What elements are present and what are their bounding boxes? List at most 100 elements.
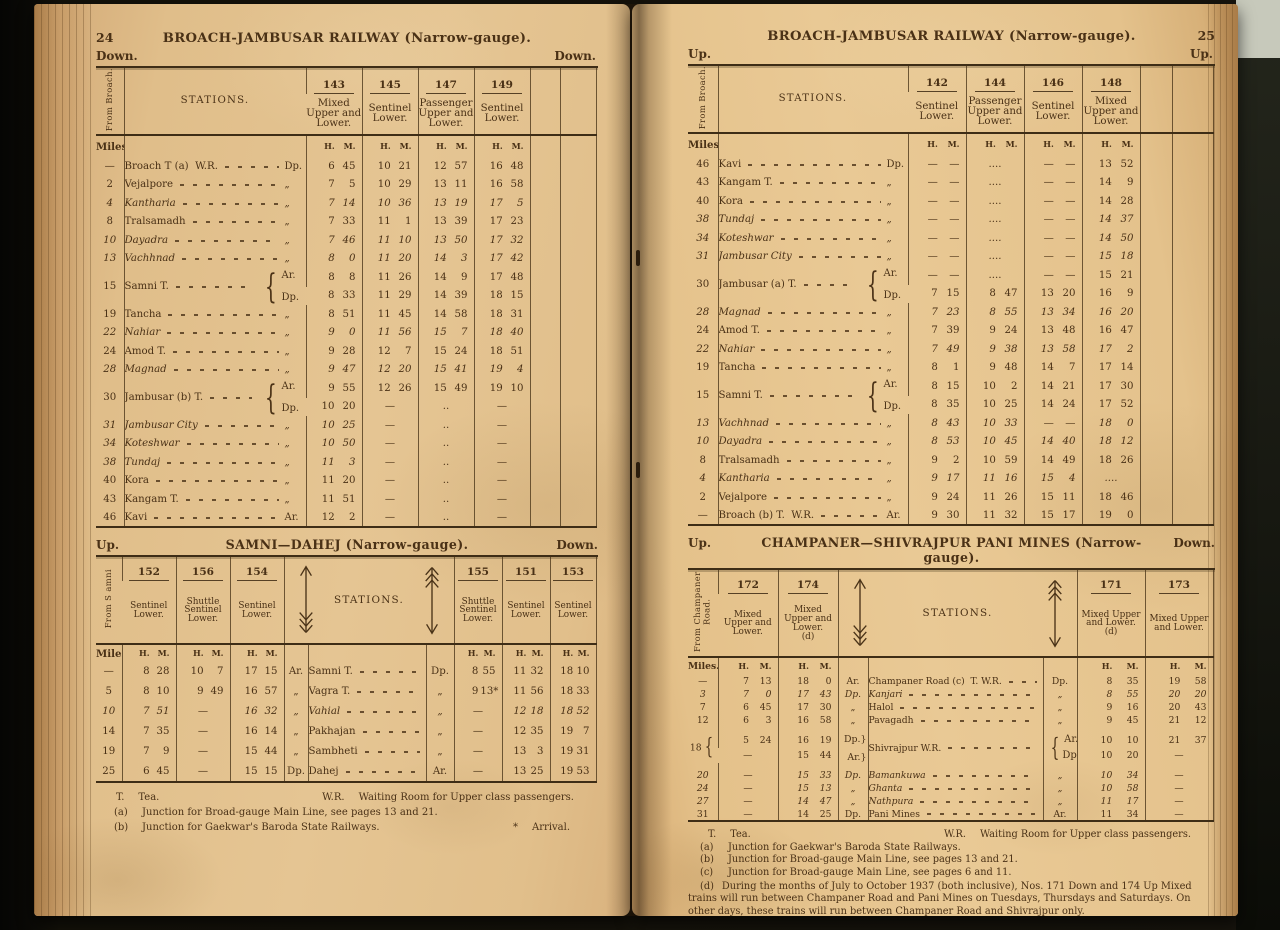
time-cell: 9 47	[305, 360, 362, 380]
time-cell: —	[361, 508, 418, 528]
time-cell: —	[1144, 769, 1213, 783]
station-cell: Kanjari	[867, 688, 1043, 702]
dot-leader	[364, 751, 420, 754]
station-cell: Tralsamadh „	[123, 212, 306, 232]
station-cell: Amod T. „	[123, 342, 306, 361]
station-name: Kora	[124, 475, 149, 487]
time-cell: H. M.	[361, 135, 418, 158]
station-name: Kangam T.	[718, 177, 773, 189]
station-name: Pakhajan	[308, 726, 356, 738]
stop-label: „	[284, 197, 290, 209]
stop-label: „	[886, 195, 892, 207]
time-cell: ..	[417, 508, 474, 528]
stop-label: „	[284, 308, 290, 320]
table-row: 46 Kavi Ar. 12 2—.. —	[96, 508, 596, 528]
service-type: Mixed Upper and Lower.	[1081, 92, 1140, 135]
time-cell: 12 20	[361, 360, 418, 380]
stop-label: „	[1042, 795, 1077, 809]
table-row: 8 Tralsamadh „ 7 33 11 1 13 39 17 23	[96, 212, 596, 232]
station-name: Kantharia	[718, 473, 770, 485]
station-cell: Vejalpore „	[123, 175, 306, 195]
time-cell: 14 9	[417, 268, 474, 287]
table-row: 15 Samni T. {Ar. Dp. 8 15 10 2 14 21 17 30	[688, 377, 1213, 415]
time-cell: — —	[907, 266, 966, 285]
time-cell: 15 4	[1023, 469, 1082, 489]
table-row: 13 Vachhnad „ 8 43 10 33— —18 0	[688, 414, 1213, 433]
table-row: —15 44 10 20—	[688, 748, 1213, 764]
stop-label: „	[886, 306, 892, 318]
time-cell: 9 16	[1076, 701, 1145, 715]
station-name: Tralsamadh	[124, 216, 186, 228]
time-cell: 14 58	[417, 305, 474, 324]
miles-cell: 40	[103, 475, 117, 487]
time-cell: —	[473, 453, 530, 472]
time-cell: H. M.	[305, 135, 362, 158]
table-row: 28 Magnad „ 9 47 12 20 15 41 19 4	[96, 360, 596, 380]
train-number: 145	[361, 68, 418, 94]
time-cell: —	[175, 762, 230, 783]
station-name: Jambusar City	[124, 419, 198, 431]
station-cell: Kantharia „	[717, 469, 908, 489]
from-label: From Broach.	[96, 68, 124, 137]
service-type: Mixed Upper and Lower.	[718, 594, 778, 659]
time-cell: — —	[907, 229, 966, 248]
samni-dahej-table-container: From S amni 152 156 154 STATIONS. 155 151 153 Se…	[96, 557, 598, 784]
train-number: 144	[965, 66, 1024, 92]
station-cell: Koteshwar „	[717, 229, 908, 248]
stop-label: „	[284, 253, 290, 265]
miles-cell: 22	[103, 327, 117, 339]
station-name: Kavi	[124, 511, 148, 523]
time-cell: 9 38	[965, 340, 1024, 359]
dot-leader	[769, 394, 854, 397]
table-row: 8 Tralsamadh „ 9 2 10 59 14 49 18 26	[688, 451, 1213, 470]
time-cell: 7 23	[907, 303, 966, 322]
timetable-book-spread: 24 BROACH-JAMBUSAR RAILWAY (Narrow-gauge…	[28, 4, 1244, 926]
station-cell: Sambheti	[307, 742, 426, 763]
up-label: Up.	[96, 538, 120, 553]
time-cell: —	[453, 722, 502, 743]
note-a-label: (a)	[700, 841, 714, 853]
train-number: 151	[501, 557, 550, 582]
time-cell: —	[717, 782, 778, 796]
station-name: Dayadra	[124, 234, 169, 246]
stop-label: „	[886, 362, 892, 374]
time-cell: 15 24	[417, 342, 474, 361]
station-cell: Tundaj „	[123, 453, 306, 472]
time-cell: 17 14	[1081, 358, 1140, 378]
time-cell: 18 10	[549, 662, 596, 683]
stop-label: „	[284, 234, 290, 246]
train-number: 147	[417, 68, 474, 94]
time-cell: —	[1144, 795, 1213, 809]
time-cell: —	[175, 702, 230, 723]
station-name: Sambheti	[308, 746, 358, 758]
table-row: 46 Kavi Dp. — —.... — —13 52	[688, 155, 1213, 174]
station-cell: Kavi Ar.	[123, 508, 306, 528]
page-title: BROACH-JAMBUSAR RAILWAY (Narrow-gauge).	[767, 29, 1136, 44]
dot-leader	[909, 693, 1037, 696]
stop-label: Dp.	[283, 762, 308, 783]
station-cell: Tundaj „	[717, 210, 908, 230]
time-cell: 9 17	[907, 469, 966, 489]
table-row: 24 Amod T. „ 7 39 9 24 13 48 16 47	[688, 321, 1213, 341]
time-cell: ....	[965, 247, 1024, 267]
time-cell: ..	[417, 490, 474, 509]
page-number: 24	[96, 30, 114, 45]
miles-cell: 3	[699, 689, 706, 701]
station-cell: Jambusar (a) T. {Ar. Dp.	[717, 266, 908, 304]
down-arrow-icon	[1048, 580, 1063, 649]
table-row: 31—14 25 Dp. Pani Mines Ar. 11 34—	[688, 808, 1213, 822]
time-cell: H. M.	[777, 657, 838, 676]
time-cell: 21 12	[1144, 714, 1213, 728]
station-cell: Samni T.	[307, 662, 426, 683]
time-cell: 9 24	[965, 321, 1024, 341]
station-cell: Samni T. {Ar. Dp.	[123, 268, 306, 306]
miles-cell: 24	[696, 325, 710, 337]
time-cell: H. M.	[229, 644, 284, 663]
station-cell: Vejalpore „	[717, 488, 908, 507]
dot-leader	[776, 478, 881, 481]
service-type: Sentinel Lower.	[501, 581, 550, 646]
